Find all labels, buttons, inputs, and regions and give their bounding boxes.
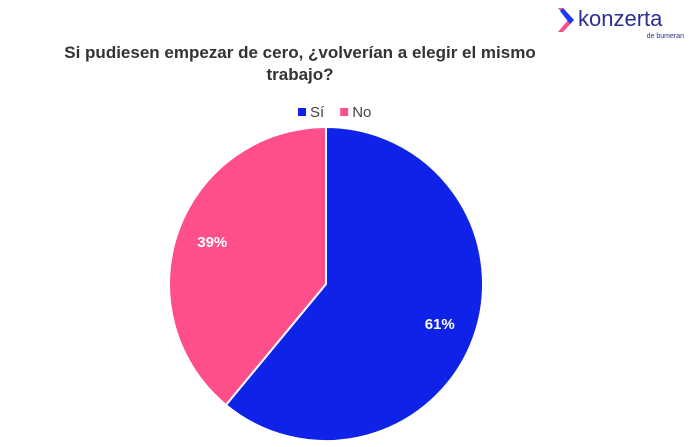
legend-swatch xyxy=(340,108,349,116)
pie-slice xyxy=(168,125,327,407)
legend-swatch xyxy=(298,108,306,116)
legend-label: No xyxy=(352,104,371,121)
chart-title: Si pudiesen empezar de cero, ¿volverían … xyxy=(64,43,536,84)
pie-slice xyxy=(224,125,484,442)
data-label: 61% xyxy=(425,316,455,333)
logo-icon-accent xyxy=(560,8,574,24)
logo: konzerta de bumeran xyxy=(558,6,684,40)
logo-tagline: de bumeran xyxy=(647,33,684,40)
legend-label: Sí xyxy=(310,104,325,121)
data-label: 39% xyxy=(197,234,227,251)
logo-name: konzerta xyxy=(578,6,663,31)
